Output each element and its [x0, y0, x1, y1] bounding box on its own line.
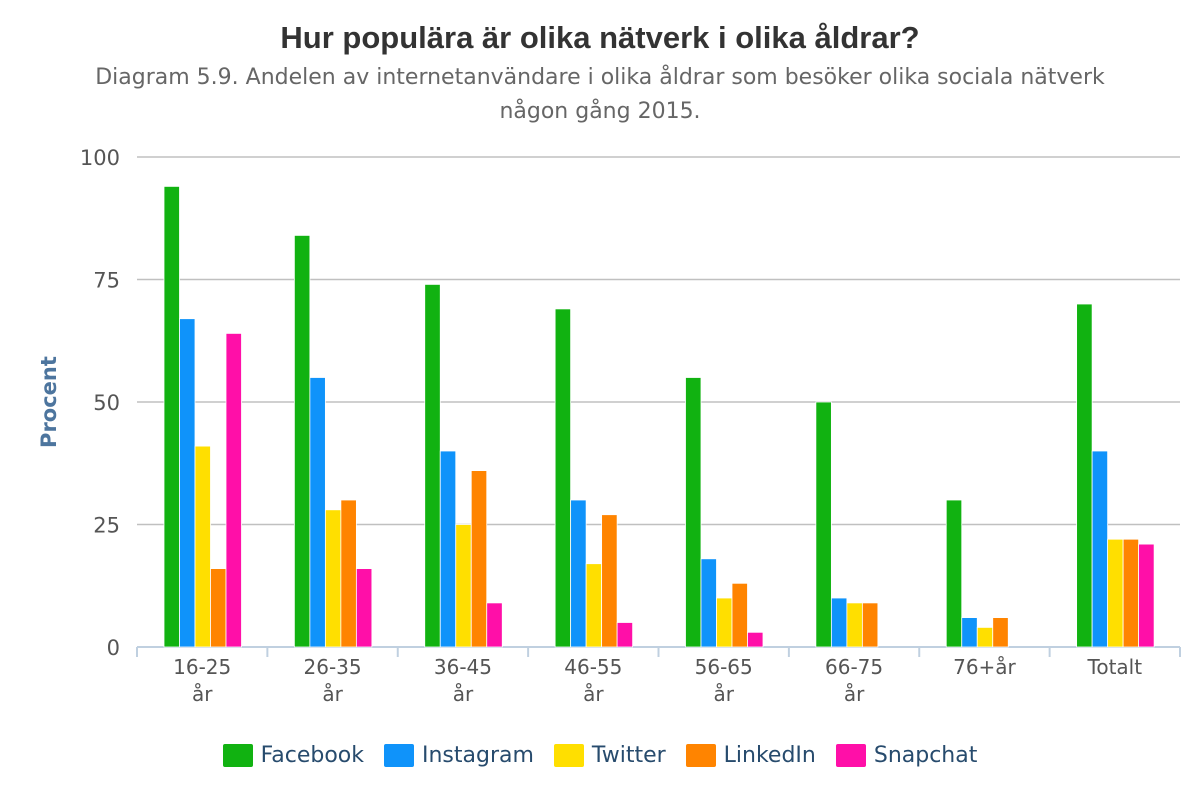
legend: Facebook Instagram Twitter LinkedIn Snapchat — [0, 738, 1200, 772]
bar-linkedin-3 — [601, 514, 618, 648]
x-tick-label: 16-25 — [173, 655, 231, 679]
bar-twitter-4 — [716, 597, 733, 648]
bar-snapchat-2 — [486, 602, 503, 648]
legend-label: Twitter — [591, 742, 666, 768]
chart-title: Hur populära är olika nätverk i olika ål… — [280, 20, 920, 55]
y-tick-label: 50 — [93, 391, 120, 415]
bar-snapchat-1 — [355, 568, 373, 648]
legend-item-instagram[interactable]: Instagram — [383, 742, 534, 768]
x-tick-label: år — [453, 682, 474, 706]
bar-snapchat-3 — [616, 622, 634, 648]
legend-item-twitter[interactable]: Twitter — [553, 742, 666, 768]
legend-label: Facebook — [260, 742, 364, 768]
bar-facebook-7 — [1076, 303, 1093, 648]
bar-twitter-1 — [324, 509, 342, 648]
legend-swatch — [835, 743, 866, 767]
bar-snapchat-0 — [225, 332, 242, 648]
x-tick-label: år — [583, 682, 604, 706]
bar-instagram-3 — [570, 499, 587, 648]
bar-facebook-4 — [685, 377, 702, 648]
x-tick-label: 36-45 — [434, 655, 492, 679]
bar-snapchat-4 — [747, 631, 764, 648]
bar-linkedin-4 — [731, 582, 748, 648]
x-tick-label: år — [192, 682, 213, 706]
legend-label: LinkedIn — [723, 742, 816, 768]
legend-item-snapchat[interactable]: Snapchat — [835, 742, 978, 768]
legend-item-facebook[interactable]: Facebook — [222, 742, 364, 768]
x-tick-label: 46-55 — [564, 655, 622, 679]
bar-linkedin-7 — [1122, 538, 1140, 648]
bar-instagram-1 — [309, 377, 326, 648]
legend-swatch — [553, 743, 584, 767]
chart-subtitle: Diagram 5.9. Andelen av internetanvändar… — [95, 65, 1105, 124]
bar-linkedin-0 — [210, 568, 227, 648]
x-tick-label: år — [844, 682, 865, 706]
bar-twitter-5 — [846, 602, 863, 648]
bar-linkedin-2 — [470, 470, 488, 648]
x-tick-label: 56-65 — [695, 655, 753, 679]
bar-instagram-0 — [179, 318, 196, 648]
bar-linkedin-5 — [861, 602, 879, 648]
x-tick-label: Totalt — [1087, 655, 1143, 679]
bar-twitter-2 — [455, 524, 472, 648]
x-tick-label: 26-35 — [304, 655, 362, 679]
bar-twitter-0 — [194, 445, 211, 648]
bar-instagram-7 — [1091, 450, 1109, 648]
x-tick-label: år — [322, 682, 343, 706]
bar-facebook-2 — [424, 283, 441, 648]
bar-twitter-7 — [1107, 538, 1124, 648]
x-tick-label: 66-75 — [825, 655, 883, 679]
legend-item-linkedin[interactable]: LinkedIn — [685, 742, 816, 768]
y-axis-title: Procent — [37, 356, 61, 448]
bar-snapchat-7 — [1138, 543, 1155, 648]
y-tick-label: 0 — [107, 636, 120, 660]
bar-linkedin-1 — [340, 499, 357, 648]
y-tick-label: 100 — [80, 146, 120, 170]
bar-facebook-3 — [554, 308, 572, 648]
bar-instagram-2 — [439, 450, 457, 648]
legend-swatch — [685, 743, 716, 767]
bar-facebook-1 — [293, 234, 311, 648]
bar-facebook-6 — [945, 499, 963, 648]
bar-facebook-0 — [163, 185, 180, 648]
legend-label: Snapchat — [873, 742, 978, 768]
bar-linkedin-6 — [992, 617, 1009, 648]
x-tick-label: 76+år — [953, 655, 1016, 679]
bar-twitter-6 — [976, 627, 994, 648]
y-tick-label: 75 — [93, 269, 120, 293]
y-tick-label: 25 — [93, 514, 120, 538]
bar-instagram-6 — [961, 617, 978, 648]
plot-area: 0 25 50 75 100 Procent 16-25 år 26-35 år 36-45 år 46… — [37, 146, 1181, 706]
legend-label: Instagram — [421, 742, 534, 768]
bar-instagram-5 — [830, 597, 848, 648]
bar-instagram-4 — [700, 558, 717, 648]
legend-swatch — [222, 743, 253, 767]
bar-facebook-5 — [815, 401, 832, 648]
bar-twitter-3 — [585, 563, 603, 648]
x-tick-label: år — [713, 682, 734, 706]
legend-swatch — [383, 743, 414, 767]
